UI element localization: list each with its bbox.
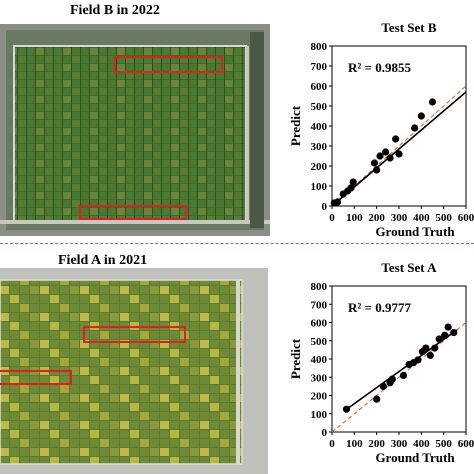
data-point — [373, 166, 381, 174]
fit-line — [344, 329, 458, 411]
scatter-chart-test-set-b: Test Set B 0 100 200 300 400 500 600 700 800 0 100 2… — [280, 16, 474, 239]
field-b-title: Field B in 2022 — [70, 3, 160, 18]
data-point — [417, 112, 425, 120]
y-tick-label: 800 — [311, 281, 328, 293]
data-point — [426, 351, 434, 359]
y-tick-label: 600 — [311, 81, 328, 93]
x-tick-label: 100 — [346, 438, 363, 450]
y-tick-label: 200 — [311, 161, 328, 173]
x-tick-label: 500 — [435, 438, 452, 450]
field-a-title: Field A in 2021 — [58, 253, 148, 268]
x-tick-label: 300 — [391, 212, 408, 224]
field-b-highlight-box-top — [114, 56, 223, 73]
y-tick-label: 500 — [311, 336, 328, 348]
field-a-highlight-box-middle — [83, 326, 186, 343]
scatter-chart-test-set-a: Test Set A 0 100 200 300 400 500 600 700 800 0 100 2… — [280, 258, 474, 474]
data-point — [388, 375, 396, 383]
x-tick-label: 600 — [458, 438, 474, 450]
x-tick-label: 0 — [329, 212, 335, 224]
y-tick-label: 200 — [311, 391, 328, 403]
x-tick-label: 400 — [413, 438, 430, 450]
chart-b-svg: Test Set B 0 100 200 300 400 500 600 700 800 0 100 2… — [288, 20, 474, 239]
chart-a-svg: Test Set A 0 100 200 300 400 500 600 700 800 0 100 2… — [288, 260, 474, 465]
data-point — [347, 184, 355, 192]
data-point — [392, 135, 400, 143]
y-tick-label: 600 — [311, 318, 328, 330]
field-b-highlight-box-bottom — [79, 205, 187, 220]
data-point — [379, 382, 387, 390]
x-tick-label: 200 — [368, 212, 385, 224]
identity-line — [331, 322, 467, 433]
section-divider — [0, 243, 474, 244]
x-tick-label: 0 — [329, 438, 335, 450]
x-axis-label: Ground Truth — [375, 450, 455, 465]
y-tick-label: 100 — [311, 181, 328, 193]
y-tick-label: 300 — [311, 372, 328, 384]
y-axis-label: Predict — [288, 338, 303, 379]
data-point — [435, 335, 443, 343]
data-point — [382, 148, 390, 156]
r-squared-annotation: R² = 0.9777 — [348, 300, 411, 315]
y-tick-label: 700 — [311, 61, 328, 73]
y-tick-label: 300 — [311, 141, 328, 153]
x-tick-label: 400 — [413, 212, 430, 224]
data-point — [370, 159, 379, 167]
field-a-highlight-box-left — [0, 370, 72, 385]
y-axis-label: Predict — [288, 105, 303, 146]
y-tick-label: 800 — [311, 41, 328, 53]
data-point — [376, 152, 384, 160]
x-tick-label: 500 — [435, 212, 452, 224]
data-point — [450, 328, 458, 337]
data-point — [411, 124, 419, 132]
y-tick-label: 0 — [322, 427, 328, 439]
data-point — [441, 331, 449, 339]
data-point — [414, 356, 422, 364]
y-tick-label: 700 — [311, 299, 328, 311]
x-tick-label: 300 — [391, 438, 408, 450]
data-point — [395, 150, 403, 158]
x-tick-label: 100 — [346, 212, 363, 224]
data-point — [444, 323, 452, 331]
x-tick-label: 600 — [458, 212, 474, 224]
data-point — [422, 344, 430, 352]
data-point — [399, 371, 408, 380]
data-point — [349, 178, 357, 186]
y-tick-label: 400 — [311, 354, 328, 366]
y-tick-label: 500 — [311, 101, 328, 113]
data-point — [431, 344, 439, 352]
y-tick-label: 100 — [311, 409, 328, 421]
r-squared-annotation: R² = 0.9855 — [348, 60, 411, 75]
data-point — [428, 98, 437, 106]
chart-title: Test Set B — [381, 20, 436, 35]
y-tick-label: 400 — [311, 121, 328, 133]
data-point — [342, 405, 351, 413]
x-tick-label: 200 — [368, 438, 385, 450]
data-point — [373, 395, 381, 403]
data-point — [386, 154, 394, 162]
y-tick-label: 0 — [322, 201, 328, 213]
x-axis-label: Ground Truth — [375, 224, 455, 239]
data-point — [333, 198, 342, 206]
chart-title: Test Set A — [381, 260, 437, 275]
